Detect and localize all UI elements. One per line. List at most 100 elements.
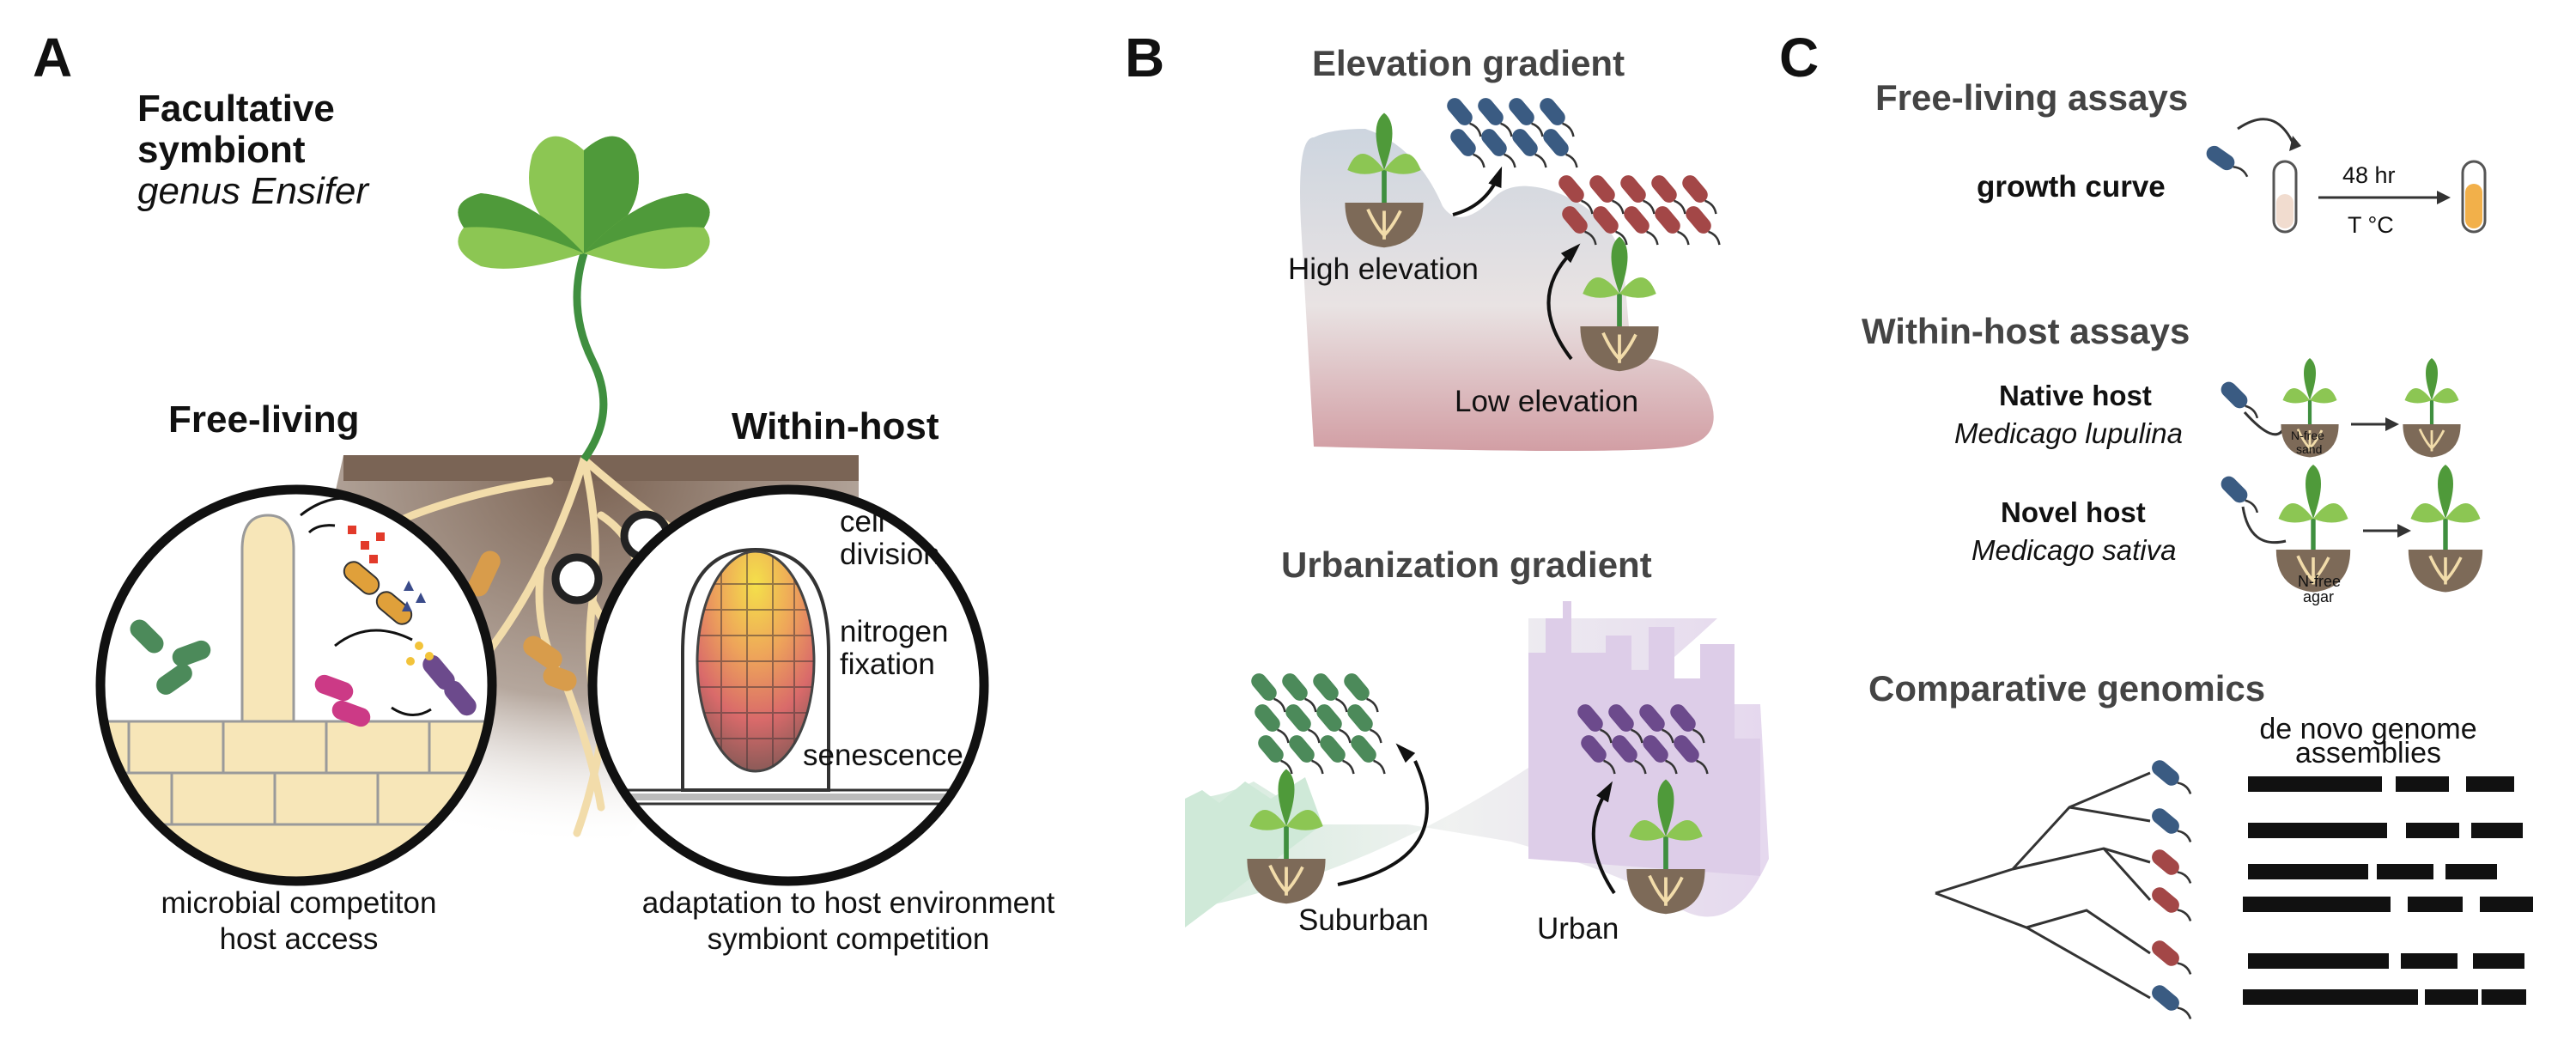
bacterium-icon [1543, 129, 1578, 168]
bacterium-icon [1320, 735, 1355, 775]
caption-right-2: symbiont competition [707, 922, 990, 956]
high-elevation-label: High elevation [1288, 252, 1479, 286]
bacterium-icon [1478, 98, 1513, 137]
bacterium-icon [1593, 206, 1628, 246]
bacterium-icon [1481, 129, 1516, 168]
bacterium-icon [2152, 849, 2192, 884]
native-host-end-sprout [2403, 358, 2461, 458]
urban-arrow [1591, 781, 1616, 895]
comparative-genomics-title: Comparative genomics [1868, 668, 2266, 709]
green-bacteria-group [1251, 673, 1386, 775]
assemblies-label-1: de novo genome [2259, 713, 2477, 745]
phylogenetic-tree [1935, 771, 2152, 1000]
bacterium-icon [1351, 735, 1386, 775]
time-label: 48 hr [2342, 162, 2396, 188]
bacterium-icon [1313, 673, 1348, 713]
high-elevation-arrow [1452, 166, 1503, 216]
bacterium-icon [1258, 735, 1293, 775]
bacterium-icon [1624, 206, 1659, 246]
nitrogen-fixation-2: fixation [840, 648, 935, 681]
panel-a-letter: A [33, 27, 73, 88]
red-bacteria-group [1558, 175, 1721, 246]
growth-curve-diagram [2206, 118, 2487, 234]
caption-left-1: microbial competiton [161, 886, 437, 920]
elevation-title: Elevation gradient [1312, 43, 1625, 83]
suburban-arrow [1337, 743, 1429, 886]
clover-stem [573, 252, 608, 462]
low-elevation-sprout [1580, 236, 1659, 372]
bacterium-icon [2152, 985, 2192, 1019]
title-line-2: symbiont [137, 129, 306, 171]
bacterium-icon [1289, 735, 1324, 775]
bacterium-icon [1344, 673, 1379, 713]
urban-label: Urban [1537, 912, 1619, 946]
bacterium-icon [1450, 129, 1485, 168]
root-bacteria [468, 550, 577, 691]
bacterium-icon [1670, 704, 1705, 744]
purple-bacteria-group [1577, 704, 1709, 775]
bacterium-icon [1316, 704, 1352, 744]
bacterium-icon [1651, 175, 1686, 215]
bacterium-icon [1643, 735, 1678, 775]
bacterium-icon [1686, 206, 1721, 246]
free-living-label: Free-living [168, 398, 360, 441]
free-living-assays-title: Free-living assays [1875, 77, 2189, 118]
assemblies-label-2: assemblies [2294, 737, 2442, 769]
cell-division-1: cell [840, 505, 885, 538]
bacterium-icon [2152, 808, 2192, 842]
bacterium-icon [1347, 704, 1382, 744]
signal-molecules [348, 526, 434, 666]
cell-division-2: division [840, 538, 940, 571]
novel-host-end-sprout [2408, 465, 2483, 593]
bacterium-icon [1577, 704, 1613, 744]
native-host-label: Native host [1999, 380, 2152, 411]
bacterium-icon [1447, 98, 1482, 137]
nfree-agar-2: agar [2303, 588, 2335, 605]
blue-bacteria-group [1447, 98, 1578, 168]
bacterium-icon [1674, 735, 1709, 775]
bacterium-icon [2206, 145, 2249, 178]
bacterium-icon [1540, 98, 1575, 137]
temp-label: T °C [2348, 212, 2394, 238]
tree-tip-bacteria [2152, 760, 2192, 1019]
urban-sprout [1626, 779, 1705, 915]
nfree-sand-1: N-free [2291, 429, 2324, 442]
native-species-label: Medicago lupulina [1954, 417, 2184, 449]
urbanization-title: Urbanization gradient [1281, 544, 1652, 585]
bacterium-icon [1581, 735, 1616, 775]
high-elevation-sprout [1345, 113, 1424, 248]
bacterium-icon [1589, 175, 1625, 215]
bacterium-icon [1251, 673, 1286, 713]
title-line-3: genus Ensifer [137, 170, 369, 212]
purple-bacteria [422, 654, 477, 716]
bacterium-icon [1562, 206, 1597, 246]
genome-assembly-bars [2243, 776, 2533, 1005]
suburban-sprout [1247, 769, 1326, 904]
panel-b-letter: B [1125, 27, 1165, 88]
bacterium-icon [1639, 704, 1674, 744]
within-host-assays-title: Within-host assays [1862, 311, 2190, 351]
bacterium-icon [2152, 760, 2192, 794]
bacterium-icon [1682, 175, 1717, 215]
panel-c-letter: C [1779, 27, 1820, 88]
bacterium-icon [1620, 175, 1656, 215]
bacterium-icon [2221, 381, 2259, 419]
novel-host-start-sprout [2275, 465, 2351, 593]
caption-right-1: adaptation to host environment [641, 886, 1055, 920]
bacterium-icon [1558, 175, 1594, 215]
bacterium-icon [1608, 704, 1643, 744]
novel-species-label: Medicago sativa [1971, 534, 2177, 566]
bacterium-icon [1655, 206, 1690, 246]
bacterium-icon [1612, 735, 1647, 775]
nitrogen-fixation-1: nitrogen [840, 615, 949, 648]
native-host-start-sprout [2281, 358, 2339, 458]
bacterium-icon [1255, 704, 1290, 744]
orange-bacteria [343, 561, 413, 625]
bacterium-icon [2152, 887, 2192, 921]
senescence-label: senescence [803, 739, 963, 772]
within-host-label: Within-host [732, 405, 939, 447]
bacterium-icon [1512, 129, 1547, 168]
within-host-circle [587, 484, 989, 886]
